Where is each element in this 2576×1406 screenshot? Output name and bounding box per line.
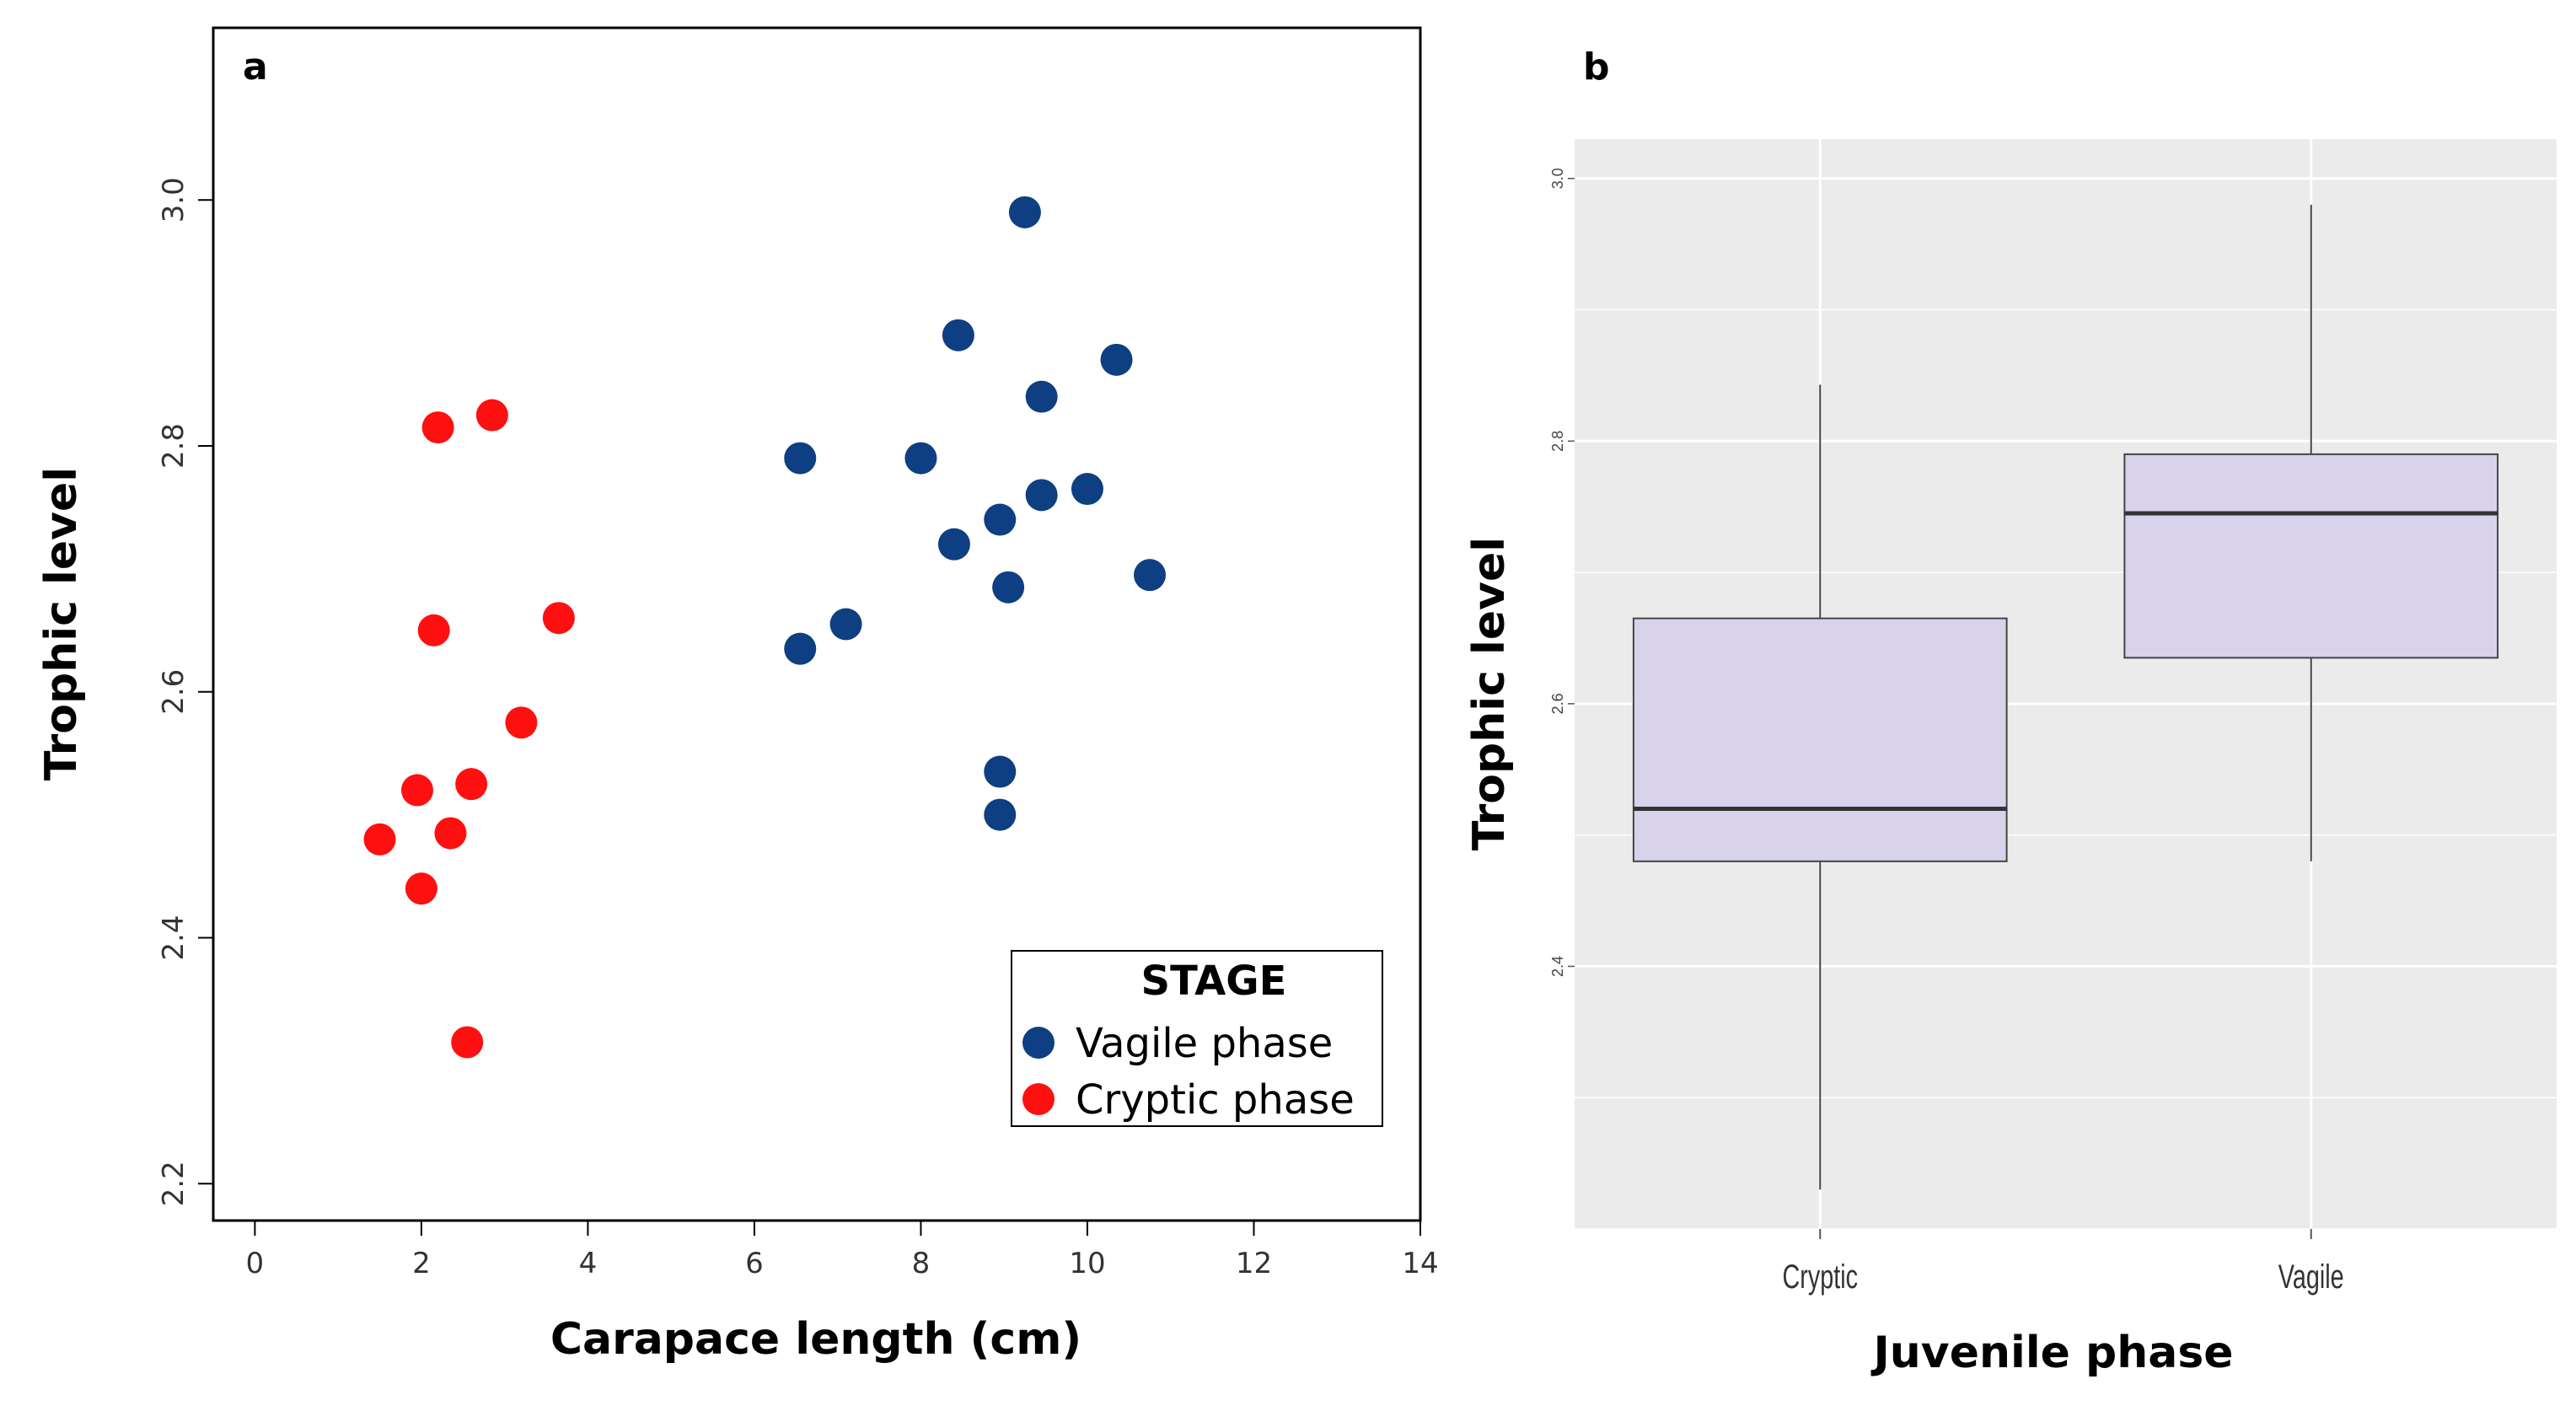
vagile-point [1025,479,1058,512]
panel-a-y-axis-title: Trophic level [36,467,87,781]
panel-a-points [363,196,1167,1059]
panel-a-y-axis: 2.2 2.4 2.6 2.8 3.0 [157,177,213,1206]
cryptic-point [455,768,488,801]
vagile-point [829,608,862,641]
cryptic-point [405,872,437,905]
vagile-point [1100,343,1133,376]
panel-b-boxplot: b 2.4 2.6 2.8 3.0 Cryptic Vagile Juvenile ph… [1464,46,2557,1378]
cryptic-box [1632,617,2008,862]
vagile-point [1025,380,1058,413]
x-tick-label: 2 [412,1247,431,1280]
y-tick-label: 2.4 [157,915,191,960]
vagile-point [1008,196,1041,228]
legend-vagile-marker [1022,1027,1055,1059]
cryptic-point [542,602,575,635]
y-tick-label: 2.6 [1549,693,1566,714]
vagile-point [784,632,817,665]
legend-cryptic-label: Cryptic phase [1076,1076,1355,1124]
y-tick-label: 2.8 [1549,431,1566,452]
x-tick-label: 6 [745,1247,764,1280]
y-tick-label: 2.6 [157,669,191,715]
cryptic-point [400,774,433,807]
vagile-point [984,503,1017,536]
vagile-point [984,798,1017,831]
x-tick-label: 4 [579,1247,598,1280]
legend-cryptic-marker [1022,1083,1055,1115]
cryptic-point [417,614,450,647]
y-tick-label: 2.2 [157,1161,191,1206]
cryptic-point [505,706,538,739]
panel-b-x-axis-title: Juvenile phase [1870,1328,2233,1378]
x-tick-label: 14 [1402,1247,1438,1280]
x-tick-label: 0 [246,1247,265,1280]
cryptic-point [451,1026,484,1059]
x-tick-label: 10 [1069,1247,1105,1280]
x-tick-label-vagile: Vagile [2278,1258,2344,1296]
panel-b-y-axis: 2.4 2.6 2.8 3.0 [1549,168,1575,977]
vagile-point [992,571,1025,604]
panel-a-legend: STAGE Vagile phase Cryptic phase [1011,950,1383,1127]
vagile-point [942,319,974,352]
vagile-point [904,442,937,475]
panel-b-x-axis: Cryptic Vagile [1782,1229,2344,1296]
cryptic-point [434,817,467,850]
y-tick-label: 3.0 [1549,168,1566,189]
legend-vagile-label: Vagile phase [1076,1020,1333,1067]
panel-b-y-axis-title: Trophic level [1464,537,1515,851]
x-tick-label-cryptic: Cryptic [1782,1258,1858,1296]
cryptic-point [363,823,396,856]
panel-a-scatter: a 0 2 4 6 8 10 12 14 2.2 2.4 2.6 2.8 3.0 Carapace l… [36,26,1439,1365]
y-tick-label: 3.0 [157,177,191,223]
panel-a-letter: a [243,46,268,89]
panel-a-x-axis-title: Carapace length (cm) [550,1314,1081,1365]
vagile-point [784,442,817,475]
vagile-point [984,755,1017,788]
cryptic-point [421,411,454,444]
x-tick-label: 8 [912,1247,931,1280]
y-tick-label: 2.8 [157,423,191,469]
panel-b-boxes [1632,204,2499,1190]
legend-box [1011,950,1383,1127]
y-tick-label: 2.4 [1549,956,1566,977]
vagile-point [1134,559,1167,592]
cryptic-point [475,399,508,432]
panel-b-letter: b [1583,46,1610,89]
x-tick-label: 12 [1236,1247,1272,1280]
vagile-point [937,528,970,561]
legend-title: STAGE [1141,958,1287,1005]
vagile-box [2123,453,2499,659]
panel-a-x-axis: 0 2 4 6 8 10 12 14 [246,1221,1439,1280]
vagile-point [1071,473,1103,506]
